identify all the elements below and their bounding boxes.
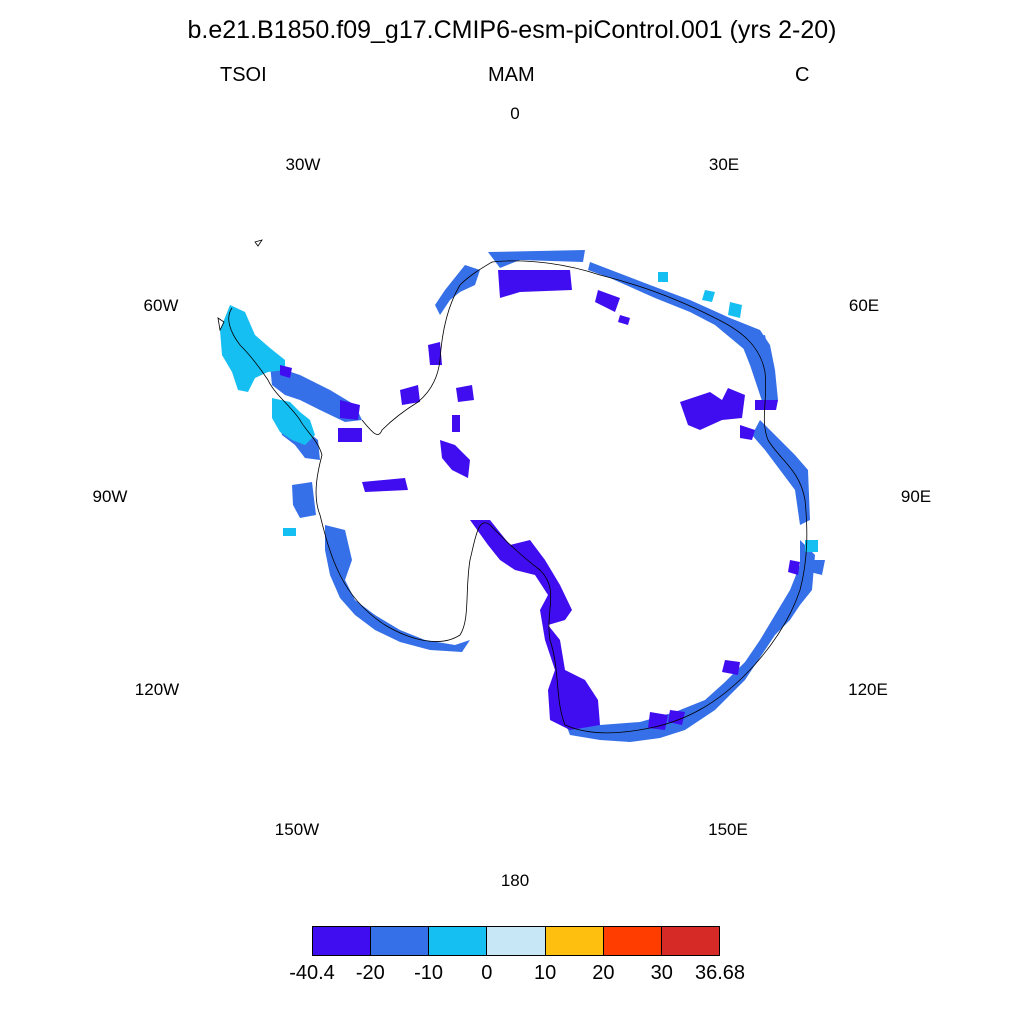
season-label: MAM	[488, 64, 535, 86]
colorbar-box-1	[371, 927, 430, 955]
lon-label-90w: 90W	[92, 487, 128, 506]
lon-label-120e: 120E	[848, 680, 888, 699]
colorbar-box-5	[603, 927, 662, 955]
plot-title: b.e21.B1850.f09_g17.CMIP6-esm-piControl.…	[187, 16, 837, 44]
colorbar-label-6: 30	[650, 962, 673, 984]
lon-label-60w: 60W	[143, 296, 179, 315]
lon-label-0: 0	[510, 104, 520, 123]
lon-label-150e: 150E	[708, 820, 748, 839]
variable-label: TSOI	[220, 64, 267, 86]
colorbar-label-4: 10	[534, 962, 557, 984]
colorbar-label-0: -40.4	[289, 962, 335, 984]
lon-label-150w: 150W	[274, 820, 320, 839]
colorbar	[312, 926, 720, 956]
lon-label-120w: 120W	[134, 680, 180, 699]
colorbar-label-2: -10	[414, 962, 444, 984]
colorbar-label-3: 0	[481, 962, 493, 984]
colorbar-label-7: 36.68	[694, 962, 746, 984]
colorbar-box-2	[429, 927, 488, 955]
lon-label-30e: 30E	[708, 155, 740, 174]
lon-label-30w: 30W	[285, 155, 321, 174]
colorbar-box-0	[313, 927, 372, 955]
colorbar-box-6	[661, 927, 719, 955]
colorbar-label-5: 20	[592, 962, 615, 984]
lon-label-90e: 90E	[900, 487, 932, 506]
colorbar-label-1: -20	[355, 962, 385, 984]
units-label: C	[795, 64, 810, 86]
coastline	[217, 239, 808, 734]
lon-label-60e: 60E	[848, 296, 880, 315]
colorbar-box-4	[545, 927, 604, 955]
colorbar-box-3	[487, 927, 546, 955]
map-fill-dark-blue	[270, 250, 825, 742]
map-fill-violet	[280, 270, 800, 730]
lon-label-180: 180	[500, 871, 530, 890]
map-fill-light-blue	[220, 272, 818, 552]
